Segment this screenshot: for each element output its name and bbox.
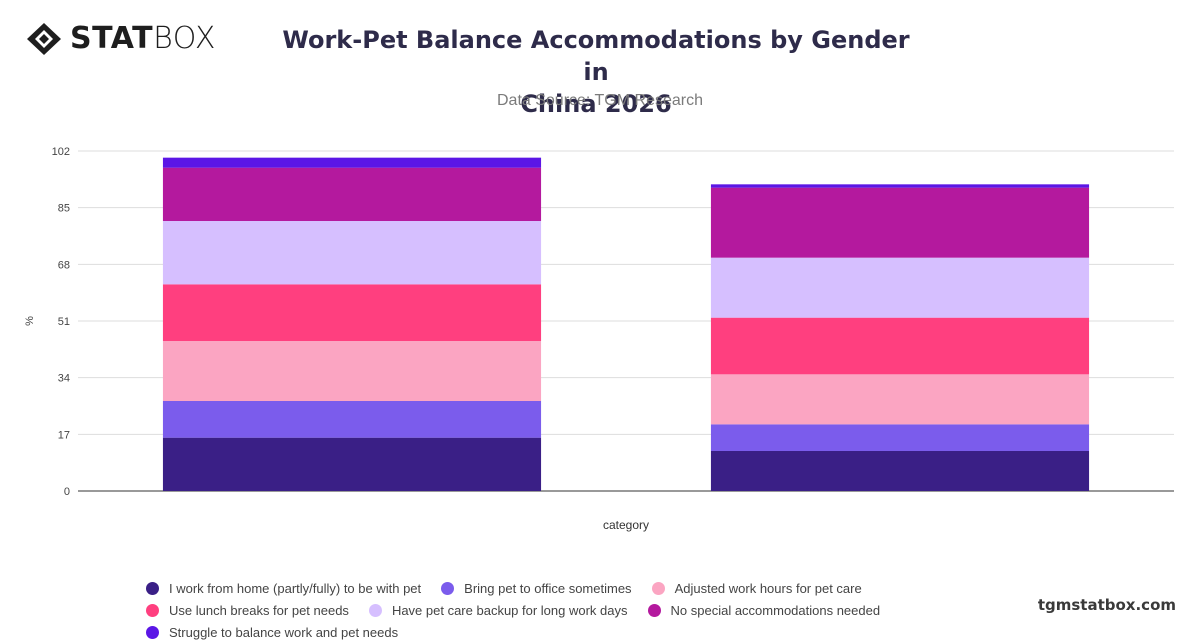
logo-bold-text: STAT <box>70 21 154 56</box>
legend-label: No special accommodations needed <box>670 602 881 618</box>
bar-segment-1-4 <box>162 284 542 341</box>
y-tick-label: 0 <box>64 486 70 498</box>
bar-segment-1-2 <box>162 401 542 438</box>
chart-subtitle: Data Source: TGM Research <box>496 92 703 109</box>
bar-segment-1-3 <box>162 341 542 401</box>
legend-item[interactable]: Struggle to balance work and pet needs <box>140 623 398 641</box>
watermark: tgmstatbox.com <box>1037 596 1176 614</box>
chart-legend: I work from home (partly/fully) to be wi… <box>140 579 1080 641</box>
chart-title-line1: Work-Pet Balance Accommodations by Gende… <box>282 26 910 86</box>
legend-swatch <box>146 581 159 595</box>
legend-label: Use lunch breaks for pet needs <box>169 602 349 618</box>
y-axis-label: % <box>24 316 36 326</box>
bar-segment-2-2 <box>710 424 1090 451</box>
brand-logo: STATBOX <box>26 22 216 56</box>
legend-label: I work from home (partly/fully) to be wi… <box>169 580 422 596</box>
legend-item[interactable]: Have pet care backup for long work days <box>363 601 628 619</box>
bar-segment-2-6 <box>710 187 1090 258</box>
legend-item[interactable]: Adjusted work hours for pet care <box>646 579 862 597</box>
legend-label: Bring pet to office sometimes <box>464 580 632 596</box>
stacked-bar-chart: 0 17 34 51 68 85 102% category <box>24 146 1174 532</box>
y-tick-label: 85 <box>58 203 70 215</box>
bar-segment-1-7 <box>162 157 542 168</box>
logo-wordmark: STATBOX <box>70 24 216 54</box>
legend-label: Struggle to balance work and pet needs <box>169 624 399 640</box>
x-axis-label: category <box>603 518 649 532</box>
bar-segment-1-6 <box>162 167 542 221</box>
legend-swatch <box>647 603 661 617</box>
y-tick-label: 102 <box>52 146 70 158</box>
bar-segment-2-3 <box>710 374 1090 425</box>
bar-segment-2-5 <box>710 257 1090 318</box>
legend-label: Have pet care backup for long work days <box>391 602 628 618</box>
legend-item[interactable]: I work from home (partly/fully) to be wi… <box>140 579 421 597</box>
y-tick-label: 68 <box>58 259 70 271</box>
bar-segment-1-5 <box>162 221 542 285</box>
bar-segment-2-4 <box>710 317 1090 375</box>
y-tick-label: 51 <box>58 316 70 328</box>
y-tick-label: 17 <box>58 429 70 441</box>
bar-segment-2-1 <box>710 451 1090 491</box>
bar-segment-1-1 <box>162 437 542 491</box>
legend-swatch <box>146 625 159 639</box>
legend-item[interactable]: Use lunch breaks for pet needs <box>140 601 349 619</box>
bar-segment-2-7 <box>710 184 1090 188</box>
y-tick-label: 34 <box>58 373 70 385</box>
chart-title-line2: China 2026 <box>520 90 672 118</box>
legend-item[interactable]: No special accommodations needed <box>642 601 881 619</box>
diamond-logo-icon <box>27 23 61 55</box>
legend-swatch <box>368 603 382 617</box>
legend-label: Adjusted work hours for pet care <box>674 580 862 596</box>
legend-swatch <box>146 603 159 617</box>
logo-light-text: BOX <box>153 21 216 56</box>
legend-swatch <box>651 581 665 595</box>
chart-title: Work-Pet Balance Accommodations by Gende… <box>0 24 1200 120</box>
legend-item[interactable]: Bring pet to office sometimes <box>435 579 632 597</box>
legend-swatch <box>441 581 455 595</box>
